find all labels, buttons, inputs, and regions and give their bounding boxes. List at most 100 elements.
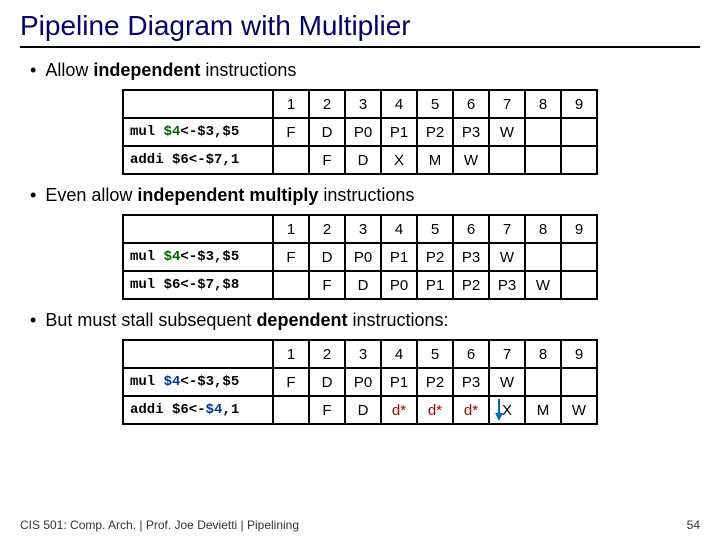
instruction-cell: mul $4<-$3,$5 bbox=[123, 243, 273, 271]
stage-cell: P3 bbox=[453, 368, 489, 396]
bullet-2-post: instructions bbox=[318, 185, 414, 205]
cycle-header: 8 bbox=[525, 90, 561, 118]
stage-cell: F bbox=[309, 396, 345, 424]
cycle-header: 6 bbox=[453, 90, 489, 118]
cycle-header: 8 bbox=[525, 215, 561, 243]
stage-cell bbox=[273, 271, 309, 299]
stage-cell bbox=[561, 243, 597, 271]
cycle-header: 8 bbox=[525, 340, 561, 368]
stage-cell: F bbox=[273, 243, 309, 271]
instr-text: addi $6<- bbox=[130, 402, 206, 418]
stage-cell: W bbox=[453, 146, 489, 174]
pipeline-table-2: 1 2 3 4 5 6 7 8 9 mul $4<-$3,$5 F D P0 P… bbox=[122, 214, 598, 300]
stage-cell bbox=[273, 146, 309, 174]
cycle-header: 9 bbox=[561, 90, 597, 118]
stage-cell: P3 bbox=[489, 271, 525, 299]
stage-cell-with-arrow: X bbox=[489, 396, 525, 424]
stage-cell: P1 bbox=[417, 271, 453, 299]
stage-cell: D bbox=[309, 368, 345, 396]
bullet-2-bold: independent multiply bbox=[137, 185, 318, 205]
bullet-1-pre: Allow bbox=[45, 60, 93, 80]
instr-reg: $4 bbox=[206, 402, 223, 418]
stage-cell: P0 bbox=[345, 243, 381, 271]
stage-cell: X bbox=[381, 146, 417, 174]
stage-cell: P1 bbox=[381, 368, 417, 396]
instruction-cell: mul $6<-$7,$8 bbox=[123, 271, 273, 299]
stage-cell: P2 bbox=[417, 118, 453, 146]
stage-cell: P2 bbox=[417, 243, 453, 271]
cycle-header: 2 bbox=[309, 215, 345, 243]
stage-cell bbox=[525, 243, 561, 271]
stage-cell: W bbox=[561, 396, 597, 424]
instruction-cell: mul $4<-$3,$5 bbox=[123, 118, 273, 146]
stage-cell: F bbox=[273, 368, 309, 396]
cycle-header: 3 bbox=[345, 90, 381, 118]
table-row: mul $4<-$3,$5 F D P0 P1 P2 P3 W bbox=[123, 118, 597, 146]
table-header-row: 1 2 3 4 5 6 7 8 9 bbox=[123, 215, 597, 243]
bullet-3-bold: dependent bbox=[256, 310, 347, 330]
stage-cell: P0 bbox=[345, 118, 381, 146]
stage-cell bbox=[561, 271, 597, 299]
stage-cell: P2 bbox=[417, 368, 453, 396]
stage-cell: W bbox=[489, 243, 525, 271]
stage-cell bbox=[489, 146, 525, 174]
instr-text: mul bbox=[130, 249, 164, 265]
cycle-header: 5 bbox=[417, 340, 453, 368]
stage-cell: W bbox=[525, 271, 561, 299]
slide-title: Pipeline Diagram with Multiplier bbox=[20, 10, 700, 48]
cycle-header: 4 bbox=[381, 340, 417, 368]
stage-cell: D bbox=[309, 243, 345, 271]
stage-cell: D bbox=[309, 118, 345, 146]
stage-text: X bbox=[502, 402, 512, 419]
bullet-1: Allow independent instructions bbox=[30, 60, 700, 81]
stage-cell bbox=[561, 118, 597, 146]
instr-text: <-$3,$5 bbox=[180, 124, 239, 140]
stage-cell: F bbox=[309, 146, 345, 174]
pipeline-table-3: 1 2 3 4 5 6 7 8 9 mul $4<-$3,$5 F D P0 P… bbox=[122, 339, 598, 425]
pipeline-table-1: 1 2 3 4 5 6 7 8 9 mul $4<-$3,$5 F D P0 P… bbox=[122, 89, 598, 175]
table-row: mul $4<-$3,$5 F D P0 P1 P2 P3 W bbox=[123, 368, 597, 396]
instr-reg: $4 bbox=[164, 374, 181, 390]
cycle-header: 7 bbox=[489, 340, 525, 368]
cycle-header: 2 bbox=[309, 90, 345, 118]
stage-cell: D bbox=[345, 396, 381, 424]
cycle-header: 4 bbox=[381, 215, 417, 243]
table-row: mul $6<-$7,$8 F D P0 P1 P2 P3 W bbox=[123, 271, 597, 299]
slide-footer: CIS 501: Comp. Arch. | Prof. Joe Deviett… bbox=[20, 518, 700, 532]
stage-cell bbox=[525, 146, 561, 174]
cycle-header: 3 bbox=[345, 215, 381, 243]
cycle-header: 4 bbox=[381, 90, 417, 118]
stall-cell: d* bbox=[417, 396, 453, 424]
cycle-header: 1 bbox=[273, 90, 309, 118]
table-row: addi $6<-$4,1 F D d* d* d* X M W bbox=[123, 396, 597, 424]
cycle-header: 9 bbox=[561, 340, 597, 368]
stage-cell: P0 bbox=[345, 368, 381, 396]
cycle-header: 1 bbox=[273, 215, 309, 243]
stall-cell: d* bbox=[453, 396, 489, 424]
instruction-cell: addi $6<-$7,1 bbox=[123, 146, 273, 174]
instr-text: mul bbox=[130, 124, 164, 140]
stage-cell: P3 bbox=[453, 243, 489, 271]
instr-reg: $4 bbox=[164, 124, 181, 140]
cycle-header: 1 bbox=[273, 340, 309, 368]
bullet-1-bold: independent bbox=[93, 60, 200, 80]
bullet-2: Even allow independent multiply instruct… bbox=[30, 185, 700, 206]
stage-cell bbox=[561, 146, 597, 174]
cycle-header: 2 bbox=[309, 340, 345, 368]
stage-cell bbox=[273, 396, 309, 424]
footer-left: CIS 501: Comp. Arch. | Prof. Joe Deviett… bbox=[20, 518, 299, 532]
table-header-row: 1 2 3 4 5 6 7 8 9 bbox=[123, 340, 597, 368]
instr-reg: $4 bbox=[164, 249, 181, 265]
cycle-header: 6 bbox=[453, 340, 489, 368]
cycle-header: 6 bbox=[453, 215, 489, 243]
bullet-2-pre: Even allow bbox=[45, 185, 137, 205]
instr-text: <-$3,$5 bbox=[180, 374, 239, 390]
stage-cell: W bbox=[489, 118, 525, 146]
stage-cell: P1 bbox=[381, 118, 417, 146]
cycle-header: 7 bbox=[489, 215, 525, 243]
stage-cell: D bbox=[345, 146, 381, 174]
table-row: mul $4<-$3,$5 F D P0 P1 P2 P3 W bbox=[123, 243, 597, 271]
stage-cell: P3 bbox=[453, 118, 489, 146]
stage-cell: M bbox=[525, 396, 561, 424]
instr-text: <-$3,$5 bbox=[180, 249, 239, 265]
